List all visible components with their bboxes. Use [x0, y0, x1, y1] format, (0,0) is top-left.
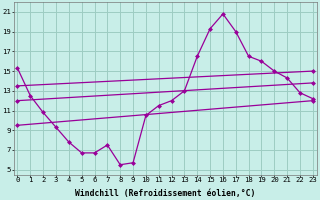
X-axis label: Windchill (Refroidissement éolien,°C): Windchill (Refroidissement éolien,°C) [75, 189, 255, 198]
